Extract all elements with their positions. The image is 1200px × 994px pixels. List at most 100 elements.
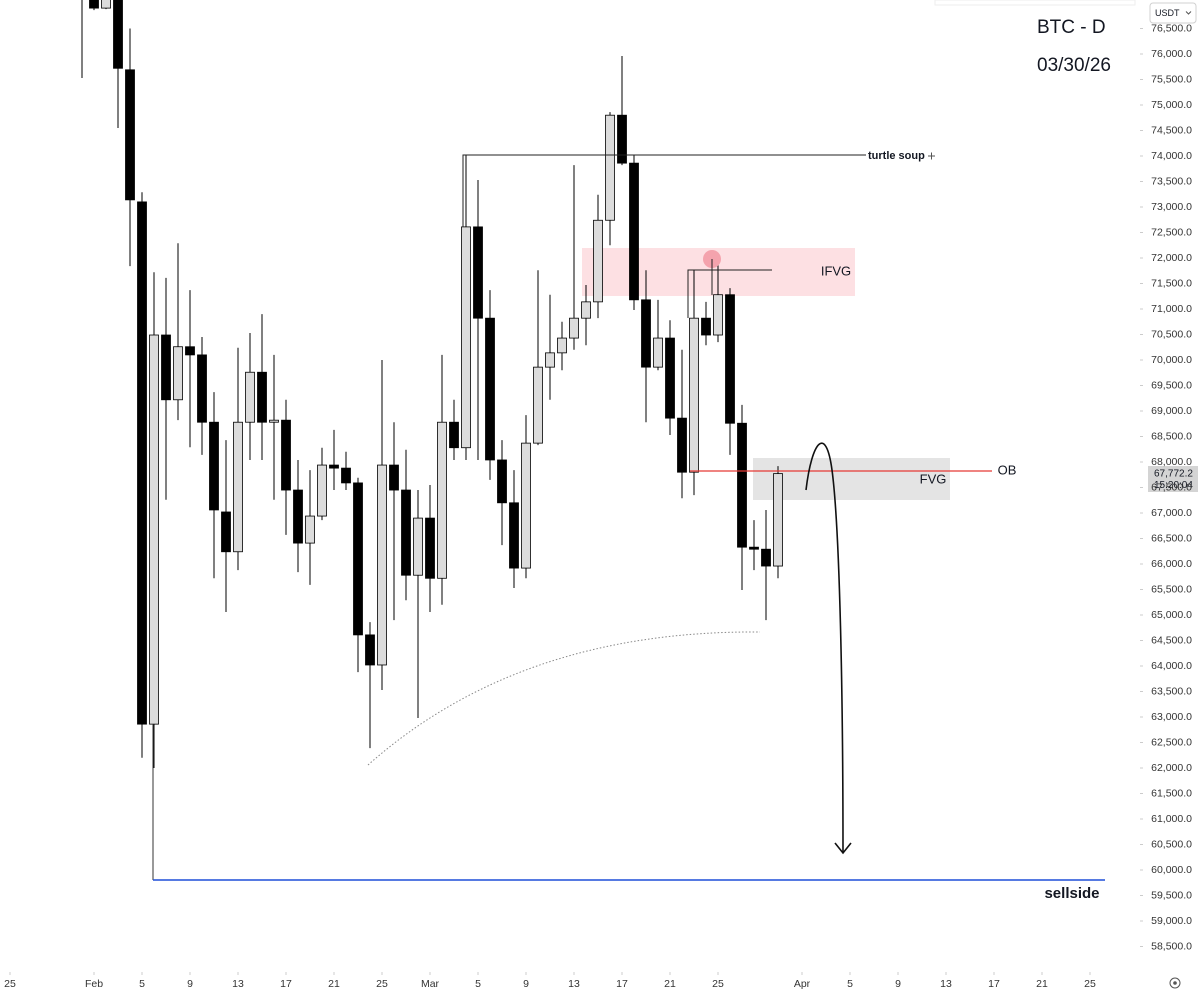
candle-body <box>305 515 315 544</box>
candle-body <box>545 352 555 368</box>
toolbar <box>934 0 1136 6</box>
candle-body <box>245 371 255 423</box>
last-price: 67,772.2 <box>1154 469 1193 480</box>
y-tick-label: 69,000.0 <box>1151 405 1192 417</box>
y-tick-label: 63,000.0 <box>1151 711 1192 723</box>
candle-body <box>617 114 627 164</box>
candle-body <box>101 0 111 9</box>
candle-body <box>713 294 723 336</box>
candle-body <box>281 419 291 491</box>
y-tick-label: 61,500.0 <box>1151 787 1192 799</box>
candle-body <box>761 548 771 567</box>
candle-body <box>437 421 447 579</box>
y-tick-label: 58,500.0 <box>1151 940 1192 952</box>
candle-body <box>677 417 687 473</box>
candle-body <box>485 317 495 461</box>
ifvg-label: IFVG <box>821 263 851 278</box>
y-tick-label: 74,500.0 <box>1151 124 1192 136</box>
candle-body <box>209 421 219 511</box>
candle-body <box>113 0 123 69</box>
candle-body <box>749 546 759 550</box>
candle-body <box>593 219 603 303</box>
x-tick-label: 17 <box>988 978 1000 990</box>
x-tick-label: 5 <box>475 978 481 990</box>
y-tick-label: 66,000.0 <box>1151 558 1192 570</box>
fvg-zone <box>753 458 950 500</box>
candle-body <box>293 489 303 544</box>
ob-label: OB <box>998 462 1017 477</box>
candle-body <box>557 337 567 354</box>
y-tick-label: 74,000.0 <box>1151 150 1192 162</box>
y-tick-label: 65,000.0 <box>1151 609 1192 621</box>
y-tick-label: 68,000.0 <box>1151 456 1192 468</box>
x-tick-label: 25 <box>1084 978 1096 990</box>
x-tick-label: 21 <box>1036 978 1048 990</box>
ifvg-line <box>687 259 772 318</box>
candle-body <box>137 201 147 725</box>
candle-body <box>629 162 639 301</box>
projection-arrow <box>805 442 844 853</box>
candle-body <box>689 317 699 473</box>
y-tick-label: 63,500.0 <box>1151 685 1192 697</box>
candle-body <box>377 464 387 666</box>
y-tick-label: 69,500.0 <box>1151 379 1192 391</box>
arrow-head <box>834 842 852 855</box>
plus-icon <box>928 152 935 160</box>
candle-body <box>317 464 327 517</box>
y-tick-label: 71,500.0 <box>1151 277 1192 289</box>
currency-label[interactable]: USDT <box>1155 8 1180 18</box>
candle-body <box>257 371 267 423</box>
y-tick-label: 62,000.0 <box>1151 762 1192 774</box>
y-tick-label: 71,000.0 <box>1151 303 1192 315</box>
candle-body <box>737 422 747 548</box>
y-tick-label: 59,000.0 <box>1151 915 1192 927</box>
candle-body <box>329 464 339 469</box>
candle-body <box>641 299 651 368</box>
candle-body <box>581 301 591 319</box>
y-tick-label: 72,500.0 <box>1151 226 1192 238</box>
candle-body <box>509 502 519 569</box>
candle-body <box>533 366 543 444</box>
y-tick-label: 61,000.0 <box>1151 813 1192 825</box>
y-tick-label: 59,500.0 <box>1151 889 1192 901</box>
candle-body <box>461 226 471 449</box>
candle-body <box>425 517 435 579</box>
candle-body <box>449 421 459 449</box>
x-tick-label: 25 <box>712 978 724 990</box>
x-tick-label: 25 <box>376 978 388 990</box>
y-tick-label: 76,000.0 <box>1151 48 1192 60</box>
x-tick-label: Apr <box>794 978 811 990</box>
y-tick-label: 73,500.0 <box>1151 175 1192 187</box>
turtle-soup-line <box>462 154 866 227</box>
y-tick-label: 65,500.0 <box>1151 583 1192 595</box>
candle-body <box>161 334 171 401</box>
x-tick-label: 9 <box>523 978 529 990</box>
y-tick-label: 75,500.0 <box>1151 73 1192 85</box>
settings-icon[interactable] <box>1169 977 1181 989</box>
y-tick-label: 67,000.0 <box>1151 507 1192 519</box>
x-tick-label: 9 <box>895 978 901 990</box>
y-tick-label: 70,500.0 <box>1151 328 1192 340</box>
candle-body <box>173 346 183 401</box>
y-tick-label: 60,500.0 <box>1151 838 1192 850</box>
candle-body <box>149 334 159 725</box>
y-tick-label: 67,500.0 <box>1151 481 1192 493</box>
candle-body <box>413 517 423 576</box>
candle-body <box>89 0 99 9</box>
currency-select[interactable] <box>1149 2 1197 24</box>
y-tick-label: 62,500.0 <box>1151 736 1192 748</box>
x-tick-label: 9 <box>187 978 193 990</box>
chart-title: BTC - D <box>1037 17 1106 38</box>
x-tick-label: 13 <box>232 978 244 990</box>
candle-body <box>389 464 399 491</box>
candle-body <box>473 226 483 319</box>
x-tick-label: Feb <box>85 978 103 990</box>
candle-body <box>197 354 207 423</box>
sellside-label: sellside <box>1044 885 1099 902</box>
candle-body <box>365 634 375 666</box>
y-tick-label: 75,000.0 <box>1151 99 1192 111</box>
x-tick-label: 17 <box>616 978 628 990</box>
fvg-label: FVG <box>920 471 947 486</box>
candle-body <box>341 467 351 484</box>
